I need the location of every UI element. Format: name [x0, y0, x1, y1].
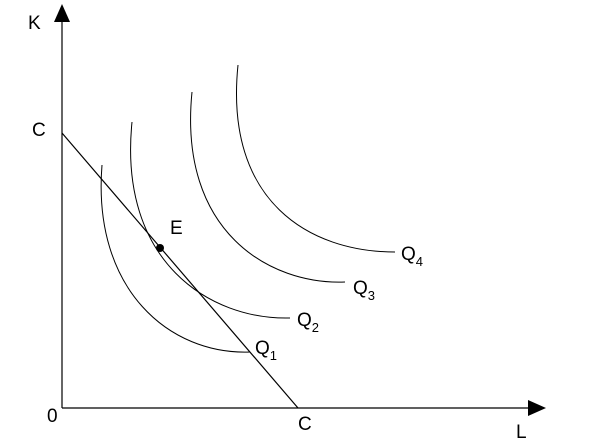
budget-line [61, 132, 299, 409]
y-intercept-label: C [32, 120, 46, 141]
origin-label: 0 [47, 406, 58, 427]
isoquant-subscript: 4 [416, 254, 423, 269]
isoquant-label: Q3 [353, 278, 375, 303]
isoquant-letter: Q [255, 338, 270, 359]
isoquant-subscript: 2 [312, 320, 319, 335]
isoquant-subscript: 1 [270, 348, 277, 363]
point-label: E [170, 218, 183, 239]
isoquant-letter: Q [401, 244, 416, 265]
x-axis-label: L [516, 422, 527, 441]
equilibrium-point [156, 244, 164, 252]
isoquant-label: Q4 [401, 244, 423, 269]
isoquant-label: Q1 [255, 338, 277, 363]
y-axis-label: K [28, 13, 41, 34]
isoquant-curve [100, 164, 251, 353]
isoquant-curve [236, 64, 396, 253]
x-axis-arrow [528, 400, 546, 416]
y-axis-arrow [54, 4, 70, 22]
isoquant-curve [130, 121, 291, 319]
isoquant-label: Q2 [297, 310, 319, 335]
isoquant-subscript: 3 [368, 288, 375, 303]
x-intercept-label: C [298, 414, 312, 435]
isoquant-letter: Q [353, 278, 368, 299]
isoquant-curve [190, 91, 346, 283]
isoquant-letter: Q [297, 310, 312, 331]
